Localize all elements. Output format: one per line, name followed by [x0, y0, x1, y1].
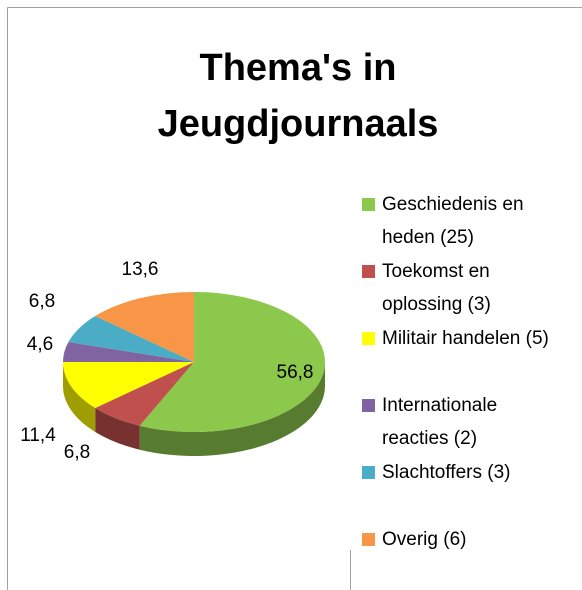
legend-item: Militair handelen (5) [362, 322, 562, 355]
legend-item: Toekomst en oplossing (3) [362, 255, 562, 321]
legend-swatch [362, 198, 375, 211]
legend-item: Geschiedenis en heden (25) [362, 188, 562, 254]
legend-swatch [362, 533, 375, 546]
legend-item: Slachtoffers (3) [362, 456, 562, 489]
legend-label: Slachtoffers (3) [382, 462, 511, 483]
slice [68, 316, 194, 362]
legend-label: Internationale reacties (2) [382, 395, 498, 449]
slice-side [139, 362, 325, 456]
slice-side [63, 362, 96, 432]
legend-label: Militair handelen (5) [382, 328, 549, 349]
legend-swatch [362, 332, 375, 345]
legend-item: Overig (6) [362, 523, 562, 556]
slice [139, 292, 325, 432]
data-label: 6,8 [64, 442, 90, 463]
slice-side [95, 407, 140, 450]
legend-label: Geschiedenis en heden (25) [382, 194, 524, 248]
legend-item: Internationale reacties (2) [362, 389, 562, 455]
slice [95, 292, 194, 362]
legend-swatch [362, 399, 375, 412]
legend-swatch [362, 466, 375, 479]
slice [63, 362, 194, 408]
slice [95, 362, 194, 426]
data-label: 11,4 [20, 425, 56, 446]
data-label: 6,8 [29, 291, 55, 312]
slice [63, 342, 194, 362]
legend-label: Toekomst en oplossing (3) [382, 261, 491, 315]
data-label: 4,6 [27, 334, 53, 355]
chart-title: Thema's in Jeugdjournaals [157, 47, 439, 145]
data-label: 13,6 [122, 259, 159, 280]
data-label: 56,8 [277, 362, 314, 383]
legend-label: Overig (6) [382, 529, 467, 550]
legend-swatch [362, 265, 375, 278]
